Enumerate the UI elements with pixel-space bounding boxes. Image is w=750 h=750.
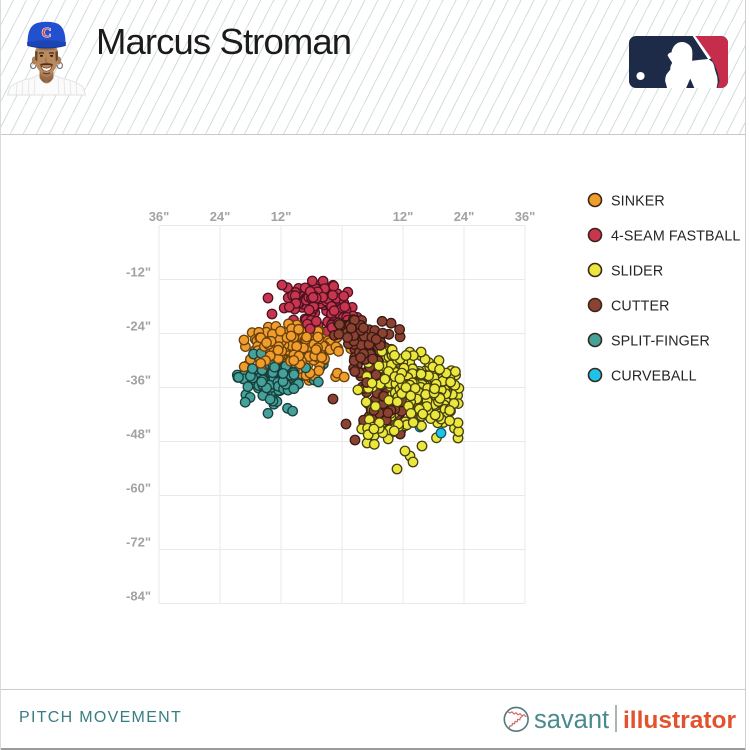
svg-text:-60": -60" — [126, 481, 151, 496]
svg-text:24": 24" — [454, 209, 475, 224]
svg-text:C: C — [42, 25, 52, 40]
svg-text:36": 36" — [149, 209, 170, 224]
svg-text:4-SEAM FASTBALL: 4-SEAM FASTBALL — [611, 229, 740, 245]
svg-text:-48": -48" — [126, 427, 151, 442]
svg-text:36": 36" — [515, 209, 536, 224]
svg-text:12": 12" — [393, 209, 414, 224]
svg-text:-36": -36" — [126, 373, 151, 388]
svg-text:SLIDER: SLIDER — [611, 264, 663, 280]
svg-text:-84": -84" — [126, 589, 151, 604]
svg-text:SINKER: SINKER — [611, 194, 665, 210]
svg-text:-12": -12" — [126, 265, 151, 280]
svg-text:SPLIT-FINGER: SPLIT-FINGER — [611, 334, 710, 350]
svg-text:24": 24" — [210, 209, 231, 224]
svg-text:12": 12" — [271, 209, 292, 224]
svg-text:-24": -24" — [126, 319, 151, 334]
svg-text:-72": -72" — [126, 535, 151, 550]
svg-text:CURVEBALL: CURVEBALL — [611, 369, 697, 385]
svg-text:CUTTER: CUTTER — [611, 299, 670, 315]
